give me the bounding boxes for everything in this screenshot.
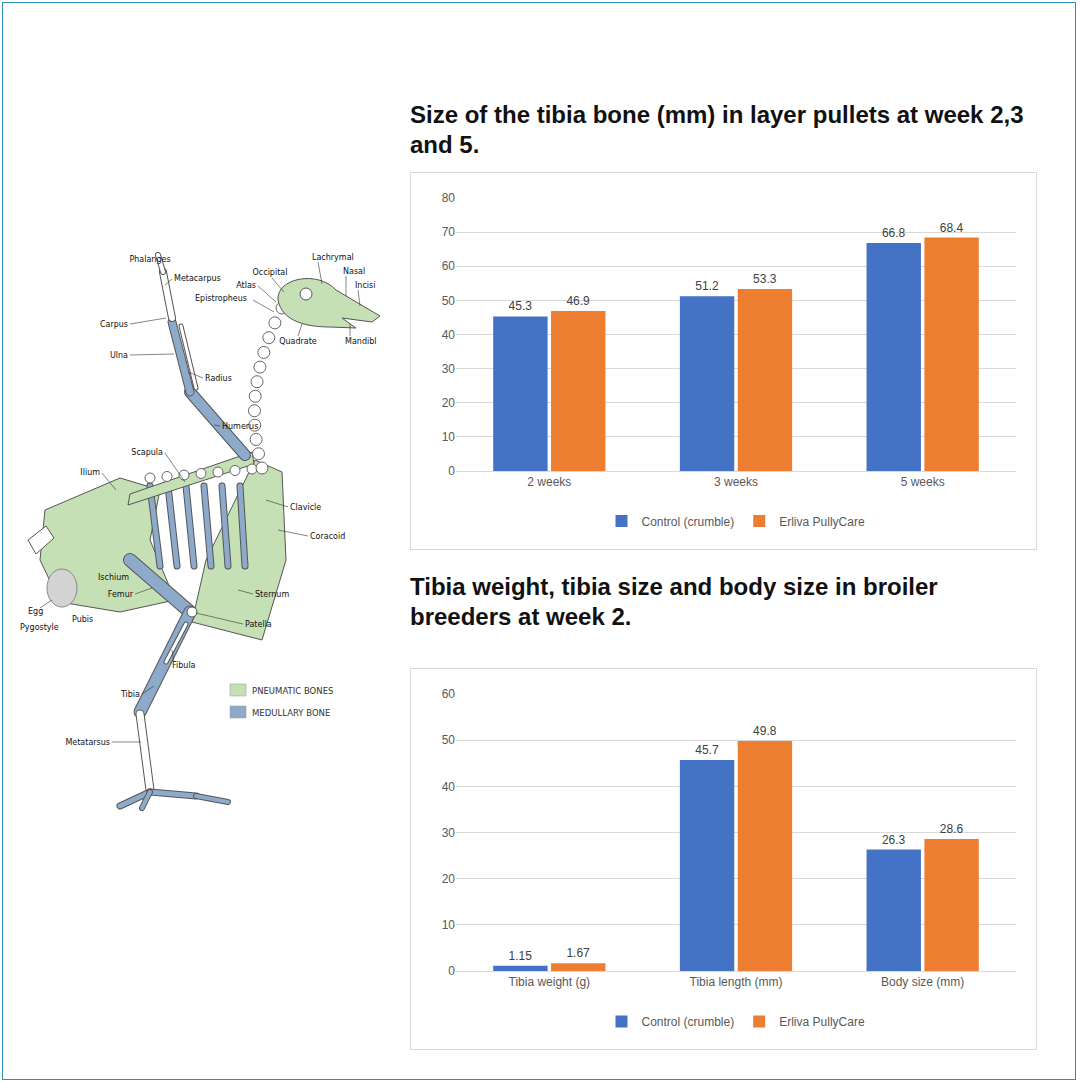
svg-text:50: 50 [442, 294, 456, 308]
svg-text:Metacarpus: Metacarpus [174, 274, 221, 283]
html-text:Tibia weight, tibia size and b: Tibia weight, tibia size and body size i… [410, 573, 938, 630]
svg-text:Tibia weight (g): Tibia weight (g) [509, 975, 591, 989]
svg-text:Egg: Egg [28, 607, 43, 616]
svg-text:Pygostyle: Pygostyle [20, 623, 59, 632]
svg-text:Ilium: Ilium [80, 468, 100, 477]
svg-text:Scapula: Scapula [131, 448, 163, 457]
svg-text:Occipital: Occipital [253, 268, 288, 277]
svg-text:26.3: 26.3 [882, 833, 906, 847]
svg-text:45.3: 45.3 [509, 299, 533, 313]
svg-text:51.2: 51.2 [695, 279, 719, 293]
svg-text:Erliva PullyCare: Erliva PullyCare [779, 515, 865, 529]
svg-text:Incisi: Incisi [355, 281, 375, 290]
svg-text:Sternum: Sternum [255, 590, 289, 599]
svg-text:10: 10 [442, 430, 456, 444]
svg-text:46.9: 46.9 [566, 294, 590, 308]
svg-text:Erliva PullyCare: Erliva PullyCare [779, 1015, 865, 1029]
svg-text:Patella: Patella [245, 620, 272, 629]
svg-text:Metatarsus: Metatarsus [65, 738, 110, 747]
svg-text:10: 10 [442, 918, 456, 932]
svg-text:Epistropheus: Epistropheus [195, 294, 247, 303]
svg-text:Control (crumble): Control (crumble) [642, 1015, 735, 1029]
svg-text:Nasal: Nasal [343, 267, 365, 276]
svg-text:3 weeks: 3 weeks [714, 475, 758, 489]
svg-text:0: 0 [448, 964, 455, 978]
svg-text:20: 20 [442, 872, 456, 886]
svg-text:Quadrate: Quadrate [279, 337, 317, 346]
svg-text:1.67: 1.67 [566, 946, 590, 960]
svg-text:66.8: 66.8 [882, 226, 906, 240]
svg-text:Coracoid: Coracoid [310, 532, 345, 541]
svg-text:40: 40 [442, 328, 456, 342]
svg-text:30: 30 [442, 826, 456, 840]
svg-text:20: 20 [442, 396, 456, 410]
svg-text:Fibula: Fibula [172, 661, 196, 670]
svg-text:PNEUMATIC BONES: PNEUMATIC BONES [252, 686, 333, 696]
svg-text:1.15: 1.15 [509, 949, 533, 963]
svg-text:49.8: 49.8 [753, 724, 777, 738]
svg-text:Radius: Radius [205, 374, 232, 383]
svg-text:53.3: 53.3 [753, 272, 777, 286]
svg-text:Humerus: Humerus [222, 422, 258, 431]
svg-text:Mandibl: Mandibl [345, 337, 376, 346]
svg-text:Atlas: Atlas [236, 281, 256, 290]
svg-text:Tibia length (mm): Tibia length (mm) [690, 975, 783, 989]
svg-text:Body size (mm): Body size (mm) [881, 975, 964, 989]
svg-text:Control (crumble): Control (crumble) [642, 515, 735, 529]
svg-text:Carpus: Carpus [100, 320, 128, 329]
svg-text:60: 60 [442, 687, 456, 701]
svg-text:Pubis: Pubis [72, 615, 93, 624]
svg-text:60: 60 [442, 259, 456, 273]
svg-text:Femur: Femur [108, 590, 134, 599]
svg-text:40: 40 [442, 780, 456, 794]
svg-text:28.6: 28.6 [940, 822, 964, 836]
svg-text:MEDULLARY BONE: MEDULLARY BONE [252, 708, 330, 718]
svg-text:70: 70 [442, 225, 456, 239]
svg-text:2 weeks: 2 weeks [527, 475, 571, 489]
svg-text:Ischium: Ischium [98, 573, 129, 582]
svg-text:Ulna: Ulna [110, 351, 128, 360]
svg-text:5 weeks: 5 weeks [901, 475, 945, 489]
svg-text:80: 80 [442, 191, 456, 205]
svg-text:50: 50 [442, 733, 456, 747]
svg-text:Phalanges: Phalanges [129, 255, 170, 264]
svg-text:68.4: 68.4 [940, 221, 964, 235]
svg-text:Clavicle: Clavicle [290, 503, 321, 512]
svg-text:Tibia: Tibia [120, 690, 140, 699]
svg-text:45.7: 45.7 [695, 743, 719, 757]
svg-text:30: 30 [442, 362, 456, 376]
html-text:Size of the tibia bone (mm) in: Size of the tibia bone (mm) in layer pul… [410, 101, 1024, 158]
svg-text:0: 0 [448, 464, 455, 478]
svg-text:Lachrymal: Lachrymal [312, 253, 354, 262]
